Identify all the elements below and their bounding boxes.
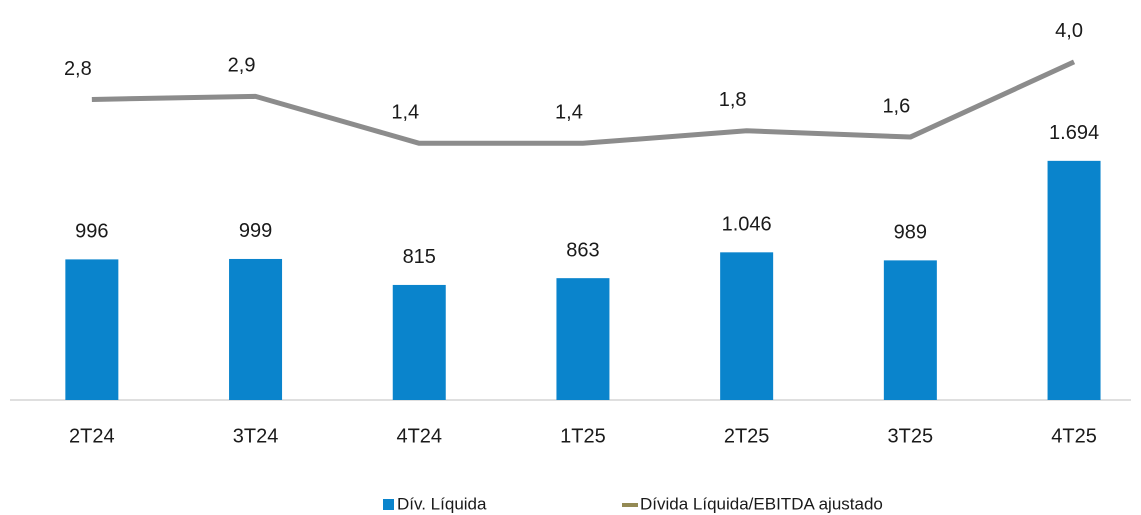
- bar: [229, 258, 283, 400]
- x-tick-label: 3T24: [233, 425, 279, 447]
- line-label: 1,4: [555, 102, 583, 124]
- line: [91, 59, 1076, 146]
- x-tick-label: 4T24: [396, 425, 442, 447]
- line-label: 2,8: [64, 58, 92, 80]
- x-tick-label: 1T25: [560, 425, 606, 447]
- x-tick-label: 4T25: [1051, 425, 1097, 447]
- bar: [392, 284, 446, 400]
- bar-label: 1.694: [1049, 122, 1099, 144]
- x-tick-label: 2T24: [69, 425, 115, 447]
- x-tick-label: 3T25: [888, 425, 934, 447]
- bar-label: 996: [75, 221, 108, 243]
- x-tick-label: 2T25: [724, 425, 770, 447]
- line-label: 2,9: [228, 55, 256, 77]
- bar: [720, 252, 774, 400]
- bar-label: 863: [566, 239, 599, 261]
- line-label: 1,8: [719, 89, 747, 111]
- line-label: 4,0: [1055, 20, 1083, 42]
- bar: [1047, 160, 1101, 400]
- legend-label: Dívida Líquida/EBITDA ajustado: [640, 494, 883, 513]
- bar-label: 1.046: [722, 214, 772, 236]
- bar-label: 999: [239, 220, 272, 242]
- legend-swatch: [383, 499, 394, 510]
- bar: [556, 278, 610, 400]
- line-label: 1,6: [882, 95, 910, 117]
- bar: [883, 260, 937, 400]
- bar: [65, 259, 119, 400]
- line-label: 1,4: [391, 102, 419, 124]
- bar-label: 989: [894, 222, 927, 244]
- legend-label: Dív. Líquida: [397, 494, 487, 513]
- bar-label: 815: [403, 246, 436, 268]
